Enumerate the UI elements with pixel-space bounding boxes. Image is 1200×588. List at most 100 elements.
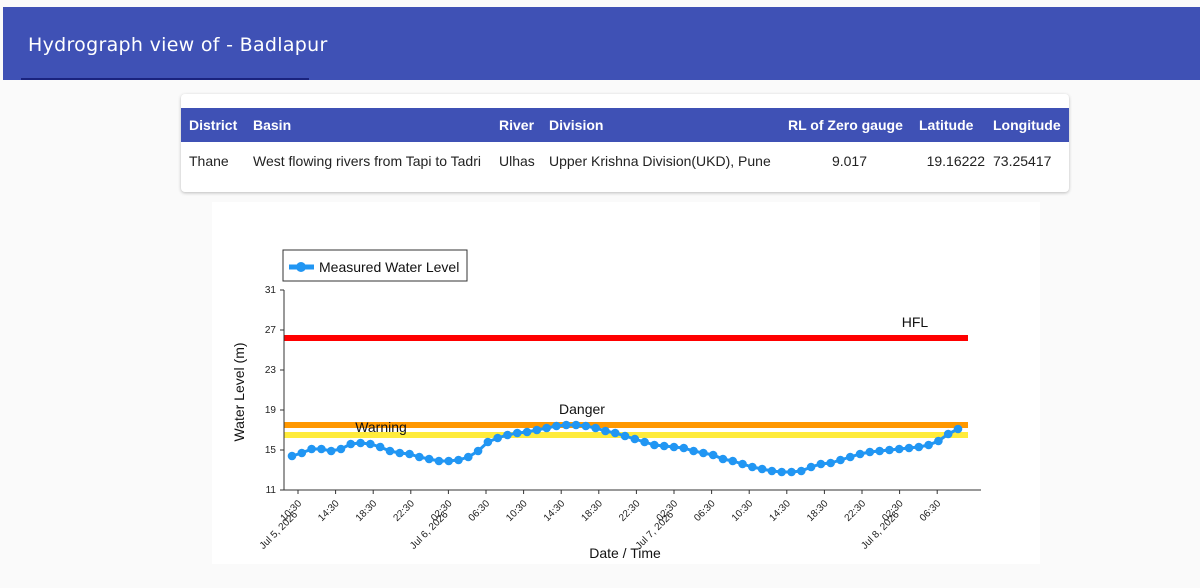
data-point xyxy=(512,428,522,438)
data-point xyxy=(346,439,356,449)
data-point xyxy=(591,423,600,433)
column-header-longitude: Longitude xyxy=(989,108,1069,142)
data-point xyxy=(728,456,738,466)
data-point xyxy=(424,454,434,464)
data-point xyxy=(463,452,473,462)
data-point xyxy=(943,429,953,439)
data-point xyxy=(875,446,884,456)
data-point xyxy=(317,444,326,454)
data-point xyxy=(375,442,385,452)
title-underline xyxy=(21,78,309,80)
y-tick-label: 31 xyxy=(265,285,277,296)
legend-series-swatch-marker xyxy=(296,262,306,272)
data-point xyxy=(767,466,777,476)
data-point xyxy=(796,466,806,476)
y-tick-label: 27 xyxy=(265,325,277,336)
threshold-label-hfl: HFL xyxy=(902,314,929,330)
data-point xyxy=(483,437,493,447)
data-point xyxy=(385,446,395,456)
data-point xyxy=(287,451,297,461)
cell-district: Thane xyxy=(189,152,229,169)
data-point xyxy=(366,439,375,449)
cell-division: Upper Krishna Division(UKD), Pune xyxy=(549,152,771,169)
column-header-rl-zero-gauge: RL of Zero gauge xyxy=(784,108,915,142)
cell-latitude: 19.16222 xyxy=(926,152,985,169)
data-point xyxy=(934,436,943,446)
data-point xyxy=(924,440,933,450)
threshold-label-warning: Warning xyxy=(355,419,407,435)
data-point xyxy=(689,446,698,456)
data-point xyxy=(777,467,787,477)
table-header-row: District Basin River Division RL of Zero… xyxy=(181,108,1069,142)
data-point xyxy=(757,464,767,474)
data-point xyxy=(718,454,728,464)
x-tick-label: 10:30 xyxy=(730,498,756,524)
data-point xyxy=(493,433,502,443)
data-point xyxy=(894,444,904,454)
cell-river: Ulhas xyxy=(499,152,535,169)
data-point xyxy=(708,450,718,460)
x-tick-label: 10:30 xyxy=(504,498,530,524)
data-point xyxy=(581,421,591,431)
data-point xyxy=(826,458,835,468)
x-tick-label: 06:30 xyxy=(467,498,493,524)
threshold-label-danger: Danger xyxy=(559,401,605,417)
x-tick-label: 18:30 xyxy=(354,498,380,524)
data-point xyxy=(787,467,796,477)
app-header: Hydrograph view of - Badlapur xyxy=(3,7,1200,80)
data-point xyxy=(650,440,659,450)
data-point xyxy=(434,456,444,466)
table-row: Thane West flowing rivers from Tapi to T… xyxy=(181,142,1069,179)
page-title: Hydrograph view of - Badlapur xyxy=(28,34,328,56)
data-point xyxy=(532,425,542,435)
data-point xyxy=(542,423,551,433)
x-tick-label: 22:30 xyxy=(391,498,417,524)
data-point xyxy=(571,420,581,430)
data-point xyxy=(444,456,454,466)
data-point xyxy=(836,455,845,465)
x-tick-label: 14:30 xyxy=(316,498,342,524)
data-point xyxy=(356,438,365,448)
data-point xyxy=(659,441,669,451)
data-point xyxy=(679,443,689,453)
data-point xyxy=(297,448,307,458)
legend-series-label: Measured Water Level xyxy=(319,259,459,275)
data-point xyxy=(503,430,512,440)
y-tick-label: 11 xyxy=(266,485,277,496)
x-tick-label: 14:30 xyxy=(767,498,793,524)
y-tick-label: 15 xyxy=(265,445,277,456)
y-tick-label: 23 xyxy=(265,365,277,376)
data-point xyxy=(806,462,816,472)
data-point xyxy=(816,459,826,469)
column-header-latitude: Latitude xyxy=(915,108,989,142)
x-tick-label: 06:30 xyxy=(918,498,944,524)
data-point xyxy=(395,448,405,458)
data-point xyxy=(601,426,610,436)
data-point xyxy=(326,446,336,456)
data-point xyxy=(699,448,708,458)
data-point xyxy=(914,442,924,452)
y-tick-label: 19 xyxy=(265,405,277,416)
cell-rl-zero-gauge: 9.017 xyxy=(831,152,868,169)
x-tick-label: 06:30 xyxy=(692,498,718,524)
hydrograph-chart-card: HFL Danger Warning 11 15 19 23 27 31 10:30 Jul 5,… xyxy=(212,202,1040,564)
x-axis-label: Date / Time xyxy=(589,545,661,561)
data-point xyxy=(953,424,963,434)
data-point xyxy=(738,459,747,469)
data-point xyxy=(405,449,414,459)
data-point xyxy=(845,452,855,462)
data-point xyxy=(630,434,640,444)
data-point xyxy=(904,443,914,453)
column-header-basin: Basin xyxy=(249,108,495,142)
data-point xyxy=(620,431,630,441)
data-point xyxy=(307,444,316,454)
data-point xyxy=(473,446,483,456)
data-point xyxy=(610,428,620,438)
station-info-table: District Basin River Division RL of Zero… xyxy=(181,108,1069,179)
data-point xyxy=(336,444,346,454)
column-header-district: District xyxy=(181,108,249,142)
data-point xyxy=(865,447,875,457)
data-point xyxy=(561,420,571,430)
y-axis-label: Water Level (m) xyxy=(231,342,247,441)
data-point xyxy=(522,427,532,437)
